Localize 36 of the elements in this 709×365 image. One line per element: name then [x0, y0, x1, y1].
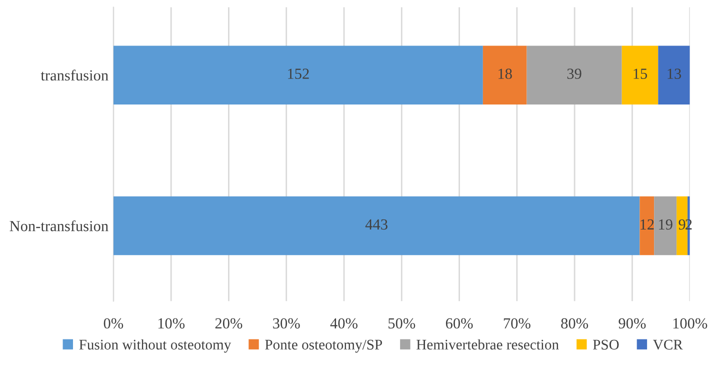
bar: [622, 46, 658, 104]
bar: [113, 46, 483, 104]
x-tick-label: 20%: [215, 318, 242, 329]
annotation: 443: [365, 219, 388, 230]
annotation: 19: [659, 219, 672, 230]
bar: [482, 46, 527, 104]
legend-label: PSO: [593, 340, 619, 350]
annotation: 9: [678, 219, 686, 230]
x-tick-label: 10%: [158, 318, 185, 329]
annotation: 18: [498, 68, 512, 79]
x-tick-label: 0%: [104, 318, 124, 329]
annotation: 12: [640, 219, 654, 230]
bar: [113, 196, 640, 256]
annotation: 152: [288, 68, 309, 79]
y-tick-label: Non-transfusion: [10, 220, 108, 232]
x-tick-label: 60%: [446, 318, 473, 329]
annotation: 2: [686, 219, 692, 230]
x-tick-label: 30%: [273, 318, 300, 329]
annotation: 39: [567, 68, 582, 79]
x-tick-label: 40%: [330, 318, 358, 329]
x-tick-label: 80%: [561, 318, 588, 329]
y-tick-label: transfusion: [40, 70, 108, 81]
x-tick-label: 90%: [618, 318, 646, 329]
legend-label: Fusion without osteotomy: [79, 339, 232, 353]
bar: [526, 46, 622, 104]
legend-label: Hemivertebrae resection: [416, 339, 559, 350]
bar: [654, 196, 677, 256]
x-tick-label: 50%: [388, 318, 416, 329]
bar: [640, 196, 654, 256]
x-tick-label: 70%: [504, 318, 530, 329]
legend-label: VCR: [653, 340, 683, 350]
annotation: 13: [668, 68, 682, 79]
bar: [658, 46, 690, 104]
x-tick-label: 100%: [673, 318, 708, 329]
legend-label: Ponte osteotomy/SP: [265, 340, 382, 353]
annotation: 15: [634, 68, 648, 79]
